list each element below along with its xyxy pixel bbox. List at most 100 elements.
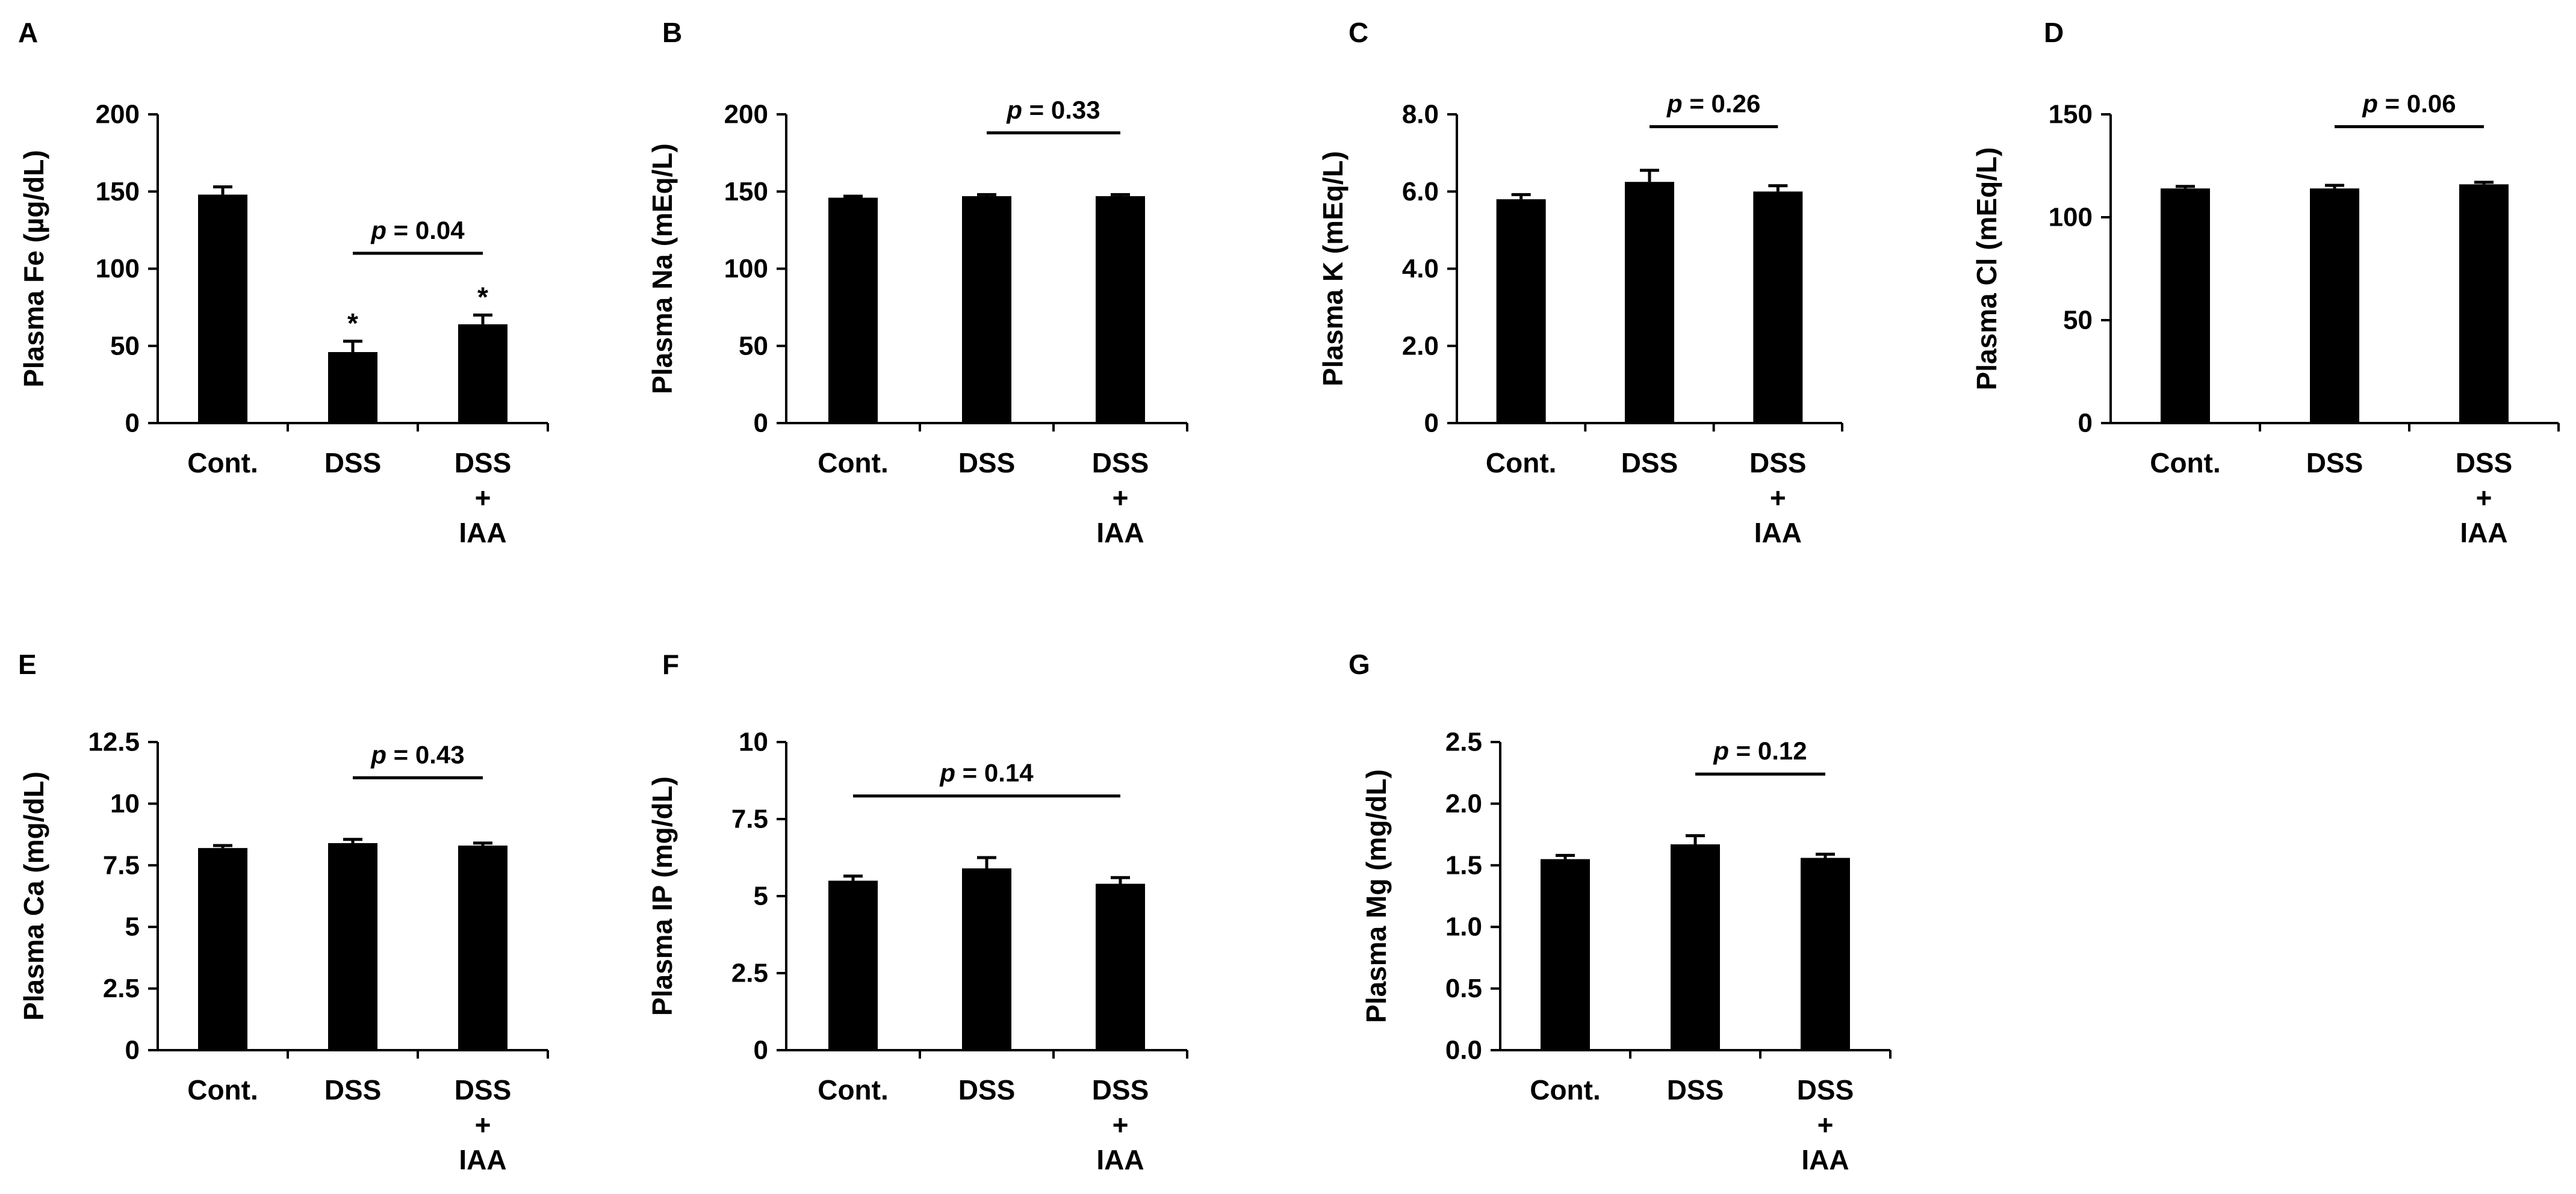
x-category-label: DSS + IAA	[455, 1074, 512, 1175]
y-tick-label: 200	[724, 100, 768, 129]
x-category-label: DSS + IAA	[455, 447, 512, 548]
panel-letter: C	[1349, 17, 1368, 48]
y-axis-label: Plasma Fe (µg/dL)	[18, 150, 49, 388]
p-value-label: p = 0.12	[1713, 737, 1807, 765]
bar-2	[328, 352, 377, 423]
panel-letter: B	[662, 17, 682, 48]
bar-1	[1496, 199, 1546, 423]
y-tick-label: 0	[125, 409, 140, 438]
bar-3	[1753, 191, 1803, 423]
y-tick-label: 10	[110, 789, 140, 818]
panel-c: C 0 2.0 4.0 6.0 8.0 Plasma K (mEq/L) Cont. DSS DS…	[1317, 17, 1843, 548]
y-axis-label: Plasma K (mEq/L)	[1317, 151, 1349, 386]
y-tick-label: 2.5	[103, 974, 140, 1003]
x-category-label: DSS	[1621, 447, 1678, 478]
x-category-label: DSS + IAA	[1797, 1074, 1854, 1175]
y-tick-label: 5	[125, 912, 140, 942]
panel-letter: A	[18, 17, 38, 48]
p-value-label: p = 0.43	[370, 740, 464, 769]
x-category-label: Cont.	[187, 1074, 258, 1106]
bar-3	[1801, 858, 1850, 1050]
y-axis-label: Plasma Mg (mg/dL)	[1361, 769, 1392, 1023]
y-tick-label: 4.0	[1402, 254, 1439, 283]
p-value-label: p = 0.26	[1666, 90, 1760, 118]
bar-2	[962, 196, 1011, 423]
y-tick-label: 0	[125, 1036, 140, 1065]
bar-3	[1096, 196, 1145, 423]
y-axis-label: Plasma Ca (mg/dL)	[18, 772, 49, 1021]
y-tick-label: 50	[2063, 306, 2093, 335]
p-value-label: p = 0.33	[1006, 96, 1100, 124]
x-category-label: DSS	[324, 1074, 382, 1106]
panel-letter: G	[1349, 649, 1370, 680]
y-tick-label: 0	[754, 409, 768, 438]
x-category-label: Cont.	[818, 1074, 889, 1106]
y-tick-label: 0.0	[1445, 1036, 1482, 1065]
panel-letter: D	[2044, 17, 2064, 48]
bar-2	[1625, 182, 1674, 423]
y-tick-label: 10	[739, 728, 768, 757]
bar-3	[1096, 883, 1145, 1050]
bar-1	[2161, 188, 2210, 423]
y-tick-label: 8.0	[1402, 100, 1439, 129]
p-value-label: p = 0.14	[939, 759, 1034, 787]
y-tick-label: 2.0	[1445, 789, 1482, 818]
x-category-label: Cont.	[1530, 1074, 1601, 1106]
bar-1	[198, 848, 247, 1050]
p-value-label: p = 0.06	[2362, 90, 2456, 118]
y-tick-label: 7.5	[731, 805, 768, 834]
y-tick-label: 150	[96, 177, 140, 206]
bar-3	[458, 846, 507, 1050]
bar-2	[2310, 188, 2359, 423]
panel-g: G 0.0 0.5 1.0 1.5 2.0 2.5 Plasma Mg (mg/dL) Cont…	[1349, 649, 1892, 1175]
x-category-label: DSS	[958, 447, 1016, 478]
bar-3	[2459, 184, 2509, 423]
bar-2	[1671, 844, 1720, 1050]
panel-f: F 0 2.5 5 7.5 10 Plasma IP (mg/dL) Cont. DSS DSS +…	[647, 649, 1188, 1175]
y-tick-label: 150	[2049, 100, 2093, 129]
x-category-label: DSS	[324, 447, 382, 478]
y-tick-label: 1.0	[1445, 912, 1482, 942]
x-category-label: Cont.	[2150, 447, 2221, 478]
y-axis-label: Plasma Cl (mEq/L)	[1971, 147, 2002, 391]
y-tick-label: 1.5	[1445, 850, 1482, 880]
bar-3	[458, 324, 507, 423]
bar-2	[962, 868, 1011, 1050]
bar-2	[328, 843, 377, 1050]
bar-1	[198, 194, 247, 423]
significance-marker: *	[477, 281, 488, 312]
y-tick-label: 7.5	[103, 850, 140, 880]
y-tick-label: 150	[724, 177, 768, 206]
y-tick-label: 0	[1424, 409, 1439, 438]
x-category-label: Cont.	[187, 447, 258, 478]
y-tick-label: 100	[2049, 203, 2093, 232]
y-tick-label: 2.5	[731, 959, 768, 988]
p-value-label: p = 0.04	[370, 216, 465, 244]
y-tick-label: 2.5	[1445, 728, 1482, 757]
y-tick-label: 50	[739, 331, 768, 360]
x-category-label: DSS + IAA	[1092, 447, 1149, 548]
y-axis-label: Plasma Na (mEq/L)	[647, 143, 678, 394]
y-tick-label: 0	[754, 1036, 768, 1065]
x-category-label: Cont.	[818, 447, 889, 478]
y-tick-label: 50	[110, 331, 140, 360]
y-tick-label: 200	[96, 100, 140, 129]
y-tick-label: 5	[754, 882, 768, 911]
bar-1	[1541, 859, 1590, 1050]
y-tick-label: 2.0	[1402, 331, 1439, 360]
panel-a: A 0 50 100 150 200 Plasma Fe (µg/dL) Cont. * DSS *…	[18, 17, 549, 548]
y-tick-label: 100	[96, 254, 140, 283]
bar-1	[828, 880, 878, 1050]
bar-1	[828, 197, 878, 423]
y-tick-label: 6.0	[1402, 177, 1439, 206]
y-tick-label: 0	[2078, 409, 2093, 438]
panel-d: D 0 50 100 150 Plasma Cl (mEq/L) Cont. DSS DSS + I…	[1971, 17, 2560, 548]
x-category-label: DSS + IAA	[1092, 1074, 1149, 1175]
panel-letter: F	[662, 649, 679, 680]
y-axis-label: Plasma IP (mg/dL)	[647, 776, 678, 1016]
panel-letter: E	[18, 649, 37, 680]
panel-b: B 0 50 100 150 200 Plasma Na (mEq/L) Cont. DSS DS…	[647, 17, 1188, 548]
y-tick-label: 0.5	[1445, 974, 1482, 1003]
x-category-label: DSS	[1667, 1074, 1724, 1106]
panel-e: E 0 2.5 5 7.5 10 12.5 Plasma Ca (mg/dL) Cont. DSS…	[18, 649, 549, 1175]
